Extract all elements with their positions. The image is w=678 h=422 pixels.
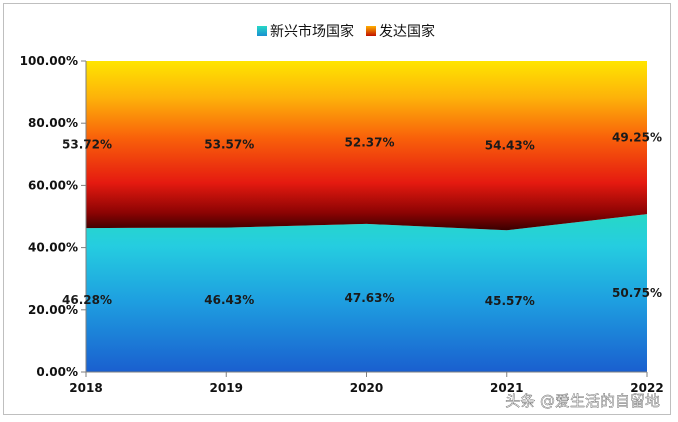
data-label-developed: 52.37%	[345, 135, 395, 149]
legend-item-developed: 发达国家	[366, 23, 435, 40]
data-label-emerging: 47.63%	[345, 291, 395, 305]
stacked-area-chart: 新兴市场国家 发达国家 0.00% 20.00% 40.00% 60.00% 80.00%…	[20, 23, 664, 410]
x-tick-label: 2021	[490, 381, 523, 395]
legend-swatch	[257, 26, 267, 36]
axes: 0.00% 20.00% 40.00% 60.00% 80.00% 100.00% 2018…	[20, 54, 664, 395]
areas	[86, 61, 647, 372]
data-label-developed: 49.25%	[612, 131, 662, 145]
area-emerging-markets	[86, 214, 647, 372]
y-tick-label: 0.00%	[36, 365, 78, 379]
legend: 新兴市场国家 发达国家	[257, 23, 435, 40]
data-label-emerging: 50.75%	[612, 286, 662, 300]
data-labels: 46.28% 46.43% 47.63% 45.57% 50.75% 53.72% 53.5…	[62, 131, 662, 309]
data-label-developed: 54.43%	[485, 139, 535, 153]
data-label-emerging: 46.28%	[62, 293, 112, 307]
y-tick-label: 60.00%	[28, 178, 78, 192]
data-label-emerging: 46.43%	[204, 293, 254, 307]
y-tick-label: 40.00%	[28, 241, 78, 255]
y-tick-label: 20.00%	[28, 303, 78, 317]
chart-frame: 新兴市场国家 发达国家 0.00% 20.00% 40.00% 60.00% 80.00%…	[3, 3, 671, 415]
y-tick-label: 80.00%	[28, 116, 78, 130]
x-tick-label: 2020	[350, 381, 383, 395]
legend-item-emerging: 新兴市场国家	[257, 23, 354, 40]
legend-label: 新兴市场国家	[270, 23, 354, 40]
area-developed-countries	[86, 61, 647, 231]
data-label-emerging: 45.57%	[485, 294, 535, 308]
legend-swatch	[366, 26, 376, 36]
watermark-text: 头条 @爱生活的自留地	[505, 392, 660, 410]
x-tick-label: 2022	[630, 381, 663, 395]
y-tick-label: 100.00%	[20, 54, 78, 68]
x-tick-label: 2019	[210, 381, 243, 395]
data-label-developed: 53.72%	[62, 138, 112, 152]
legend-label: 发达国家	[379, 23, 435, 40]
x-tick-label: 2018	[69, 381, 102, 395]
data-label-developed: 53.57%	[204, 137, 254, 151]
